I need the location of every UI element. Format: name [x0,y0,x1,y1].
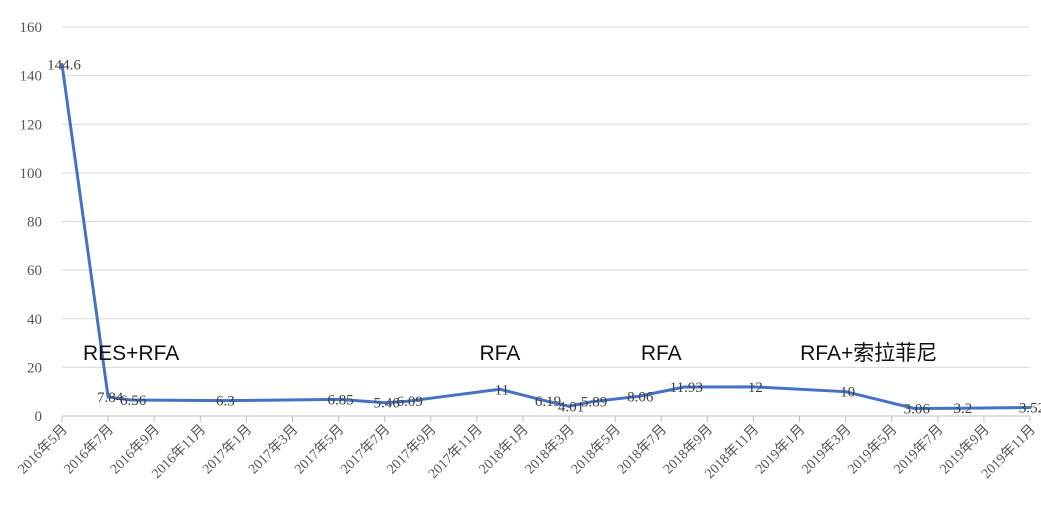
y-tick-label: 100 [20,166,43,182]
y-tick-label: 160 [20,20,43,36]
y-tick-label: 0 [35,409,43,425]
data-label: 6.56 [120,393,147,409]
annotation-label: RES+RFA [83,342,179,365]
gridlines [62,27,1030,367]
y-tick-label: 40 [27,312,42,328]
data-label: 3.2 [953,401,972,417]
data-label: 11 [495,382,509,398]
data-label: 11.93 [670,380,703,396]
x-tick-label: 2018年3月 [522,422,578,478]
annotation-label: RFA [641,342,682,365]
x-tick-label: 2018年5月 [568,422,624,478]
data-label: 3.06 [904,402,931,418]
x-tick-label: 2019年5月 [845,422,901,478]
data-label: 6.85 [327,392,353,408]
data-label: 5.89 [581,395,607,411]
y-tick-label: 20 [27,360,42,376]
y-axis-tick-labels: 0 20 40 60 80 100 120 140 160 [20,20,43,425]
data-label: 144.6 [47,57,81,73]
y-tick-label: 120 [20,117,43,133]
y-tick-label: 140 [20,69,43,85]
annotation-label: RFA [479,342,520,365]
x-tick-label: 2018年1月 [476,422,532,478]
data-label: 6.3 [216,394,235,410]
y-tick-label: 80 [27,215,42,231]
data-label: 12 [748,380,763,396]
x-tick-label: 2016年7月 [61,422,117,478]
annotation-label: RFA+索拉菲尼 [800,342,937,365]
data-label: 8.06 [627,389,654,405]
y-tick-label: 60 [27,263,42,279]
data-label: 10 [840,385,855,401]
x-tick-label: 2016年5月 [15,422,71,478]
data-label: 3.52 [1019,400,1041,416]
annotations: RES+RFA RFA RFA RFA+索拉菲尼 [83,342,937,365]
x-tick-label: 2018年7月 [614,422,670,478]
x-tick-label: 2017年1月 [199,422,255,478]
x-tick-label: 2017年3月 [245,422,301,478]
x-tick-label: 2017年7月 [338,422,394,478]
x-tick-label: 2019年1月 [752,422,808,478]
data-label: 6.09 [397,394,423,410]
x-axis [62,416,1030,422]
x-tick-label: 2019年3月 [799,422,855,478]
x-tick-label: 2017年5月 [292,422,348,478]
x-axis-tick-labels: 2016年5月2016年7月2016年9月2016年11月2017年1月2017… [15,422,1039,482]
x-tick-label: 2019年7月 [891,422,947,478]
